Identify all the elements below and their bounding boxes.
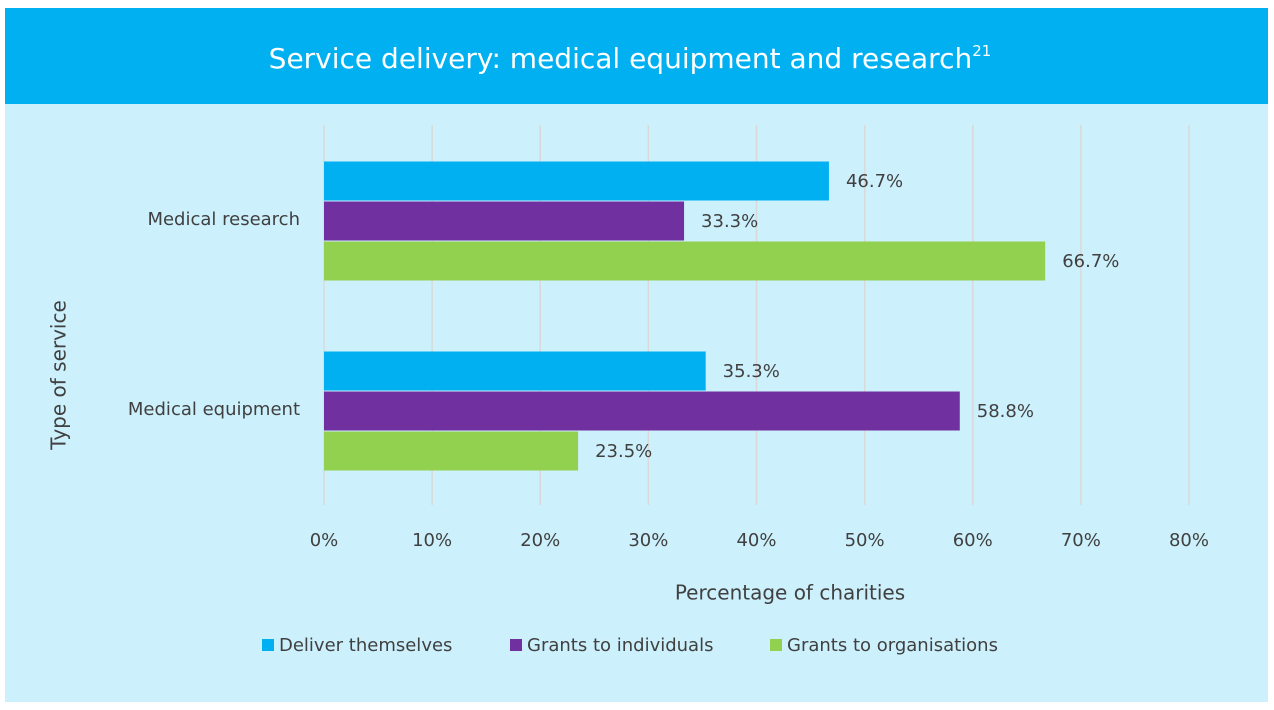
- y-tick-label: Medical research: [147, 209, 300, 230]
- data-label: 66.7%: [1062, 251, 1119, 272]
- x-tick-label: 40%: [736, 530, 776, 551]
- title-superscript: 21: [972, 42, 991, 60]
- bar: [324, 241, 1046, 281]
- bar: [324, 201, 685, 241]
- bar: [324, 391, 960, 431]
- title-text: Service delivery: medical equipment and …: [269, 42, 973, 75]
- x-tick-label: 50%: [845, 530, 885, 551]
- x-tick-label: 70%: [1061, 530, 1101, 551]
- data-label: 33.3%: [701, 211, 758, 232]
- header-band: [5, 8, 1268, 104]
- data-label: 23.5%: [595, 441, 652, 462]
- legend-label: Grants to organisations: [787, 635, 998, 656]
- data-label: 46.7%: [846, 171, 903, 192]
- legend-label: Deliver themselves: [279, 635, 452, 656]
- bar: [324, 351, 706, 391]
- x-tick-label: 0%: [310, 530, 339, 551]
- chart-title: Service delivery: medical equipment and …: [269, 42, 992, 75]
- legend-swatch: [510, 639, 522, 651]
- x-tick-label: 10%: [412, 530, 452, 551]
- y-tick-label: Medical equipment: [128, 399, 300, 420]
- x-tick-label: 20%: [520, 530, 560, 551]
- data-label: 58.8%: [977, 401, 1034, 422]
- bar: [324, 431, 579, 471]
- bar: [324, 161, 829, 201]
- x-axis-title: Percentage of charities: [675, 581, 905, 605]
- legend-swatch: [770, 639, 782, 651]
- x-tick-label: 60%: [953, 530, 993, 551]
- data-label: 35.3%: [723, 361, 780, 382]
- x-tick-label: 80%: [1169, 530, 1209, 551]
- x-tick-label: 30%: [628, 530, 668, 551]
- y-axis-title: Type of service: [47, 300, 71, 451]
- legend-label: Grants to individuals: [527, 635, 713, 656]
- legend-swatch: [262, 639, 274, 651]
